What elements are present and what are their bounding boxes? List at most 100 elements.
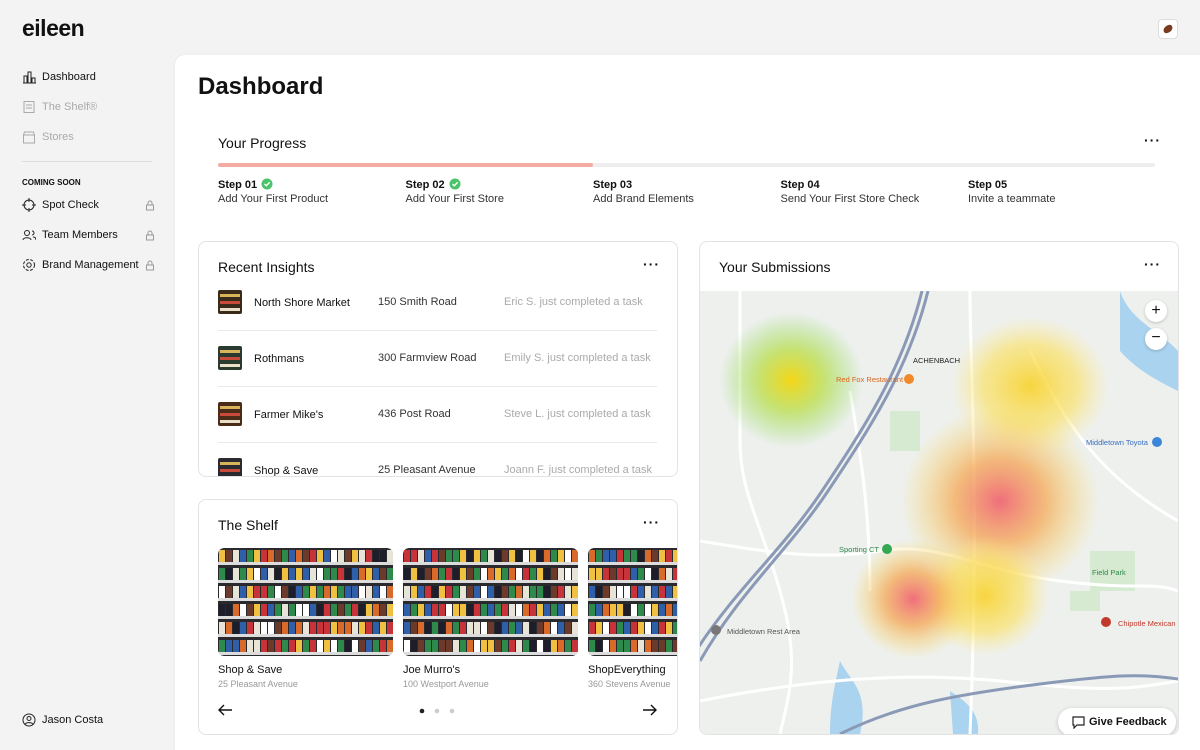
store-name[interactable]: North Shore Market <box>254 297 350 309</box>
zoom-in[interactable]: + <box>1145 300 1167 322</box>
product <box>345 586 351 598</box>
shelf-store-name[interactable]: Shop & Save <box>218 664 283 676</box>
product <box>460 622 466 634</box>
coming-soon-item[interactable]: Brand Management <box>42 259 139 271</box>
shelf-store-name[interactable]: Joe Murro's <box>403 664 461 676</box>
product <box>516 604 522 616</box>
product <box>247 586 253 598</box>
product <box>624 550 630 562</box>
store-name[interactable]: Shop & Save <box>254 465 319 477</box>
coming-soon-item[interactable]: Spot Check <box>42 199 99 211</box>
product <box>565 550 571 562</box>
product <box>502 550 508 562</box>
product <box>488 550 494 562</box>
product <box>439 586 445 598</box>
product <box>352 622 358 634</box>
step-number: Step 04 <box>780 179 820 191</box>
shelf-store-name[interactable]: ShopEverything <box>588 664 666 676</box>
product <box>247 550 253 562</box>
pager-dots[interactable] <box>418 707 458 715</box>
product <box>537 604 543 616</box>
product <box>411 568 417 580</box>
product <box>418 640 424 652</box>
product <box>659 622 665 634</box>
decoration <box>24 722 34 725</box>
product <box>268 640 274 652</box>
decoration <box>882 544 892 554</box>
zoom-out[interactable]: − <box>1145 328 1167 350</box>
product <box>219 604 225 616</box>
product <box>558 568 564 580</box>
submissions-card: Your Submissions ··· <box>699 241 1179 735</box>
nav-item[interactable]: Stores <box>42 131 74 143</box>
product <box>523 568 529 580</box>
shelf-stripe <box>220 420 240 423</box>
decoration <box>23 101 35 113</box>
nav-item[interactable]: The Shelf® <box>42 101 98 113</box>
product <box>488 640 494 652</box>
store-address: 25 Pleasant Avenue <box>378 464 476 476</box>
product <box>467 604 473 616</box>
product <box>247 604 253 616</box>
shelf-edge <box>588 580 677 583</box>
product <box>481 622 487 634</box>
product <box>509 604 515 616</box>
feedback-button[interactable]: Give Feedback <box>1058 708 1176 734</box>
product <box>219 568 225 580</box>
product <box>254 550 260 562</box>
decoration <box>147 200 153 205</box>
product <box>345 604 351 616</box>
product <box>631 550 637 562</box>
product <box>359 550 365 562</box>
nav-item[interactable]: Dashboard <box>42 71 96 83</box>
product <box>275 586 281 598</box>
shelf-edge <box>588 598 677 601</box>
product <box>317 622 323 634</box>
product <box>551 604 557 616</box>
more-menu[interactable]: ··· <box>643 256 660 272</box>
product <box>474 604 480 616</box>
product <box>282 622 288 634</box>
more-menu[interactable]: ··· <box>1144 132 1161 148</box>
product <box>432 586 438 598</box>
shelf-stripe <box>220 308 240 311</box>
map[interactable]: ACHENBACH Red Fox Restaurant Middletown To… <box>700 291 1178 734</box>
more-menu[interactable]: ··· <box>1144 256 1161 272</box>
more-menu[interactable]: ··· <box>643 514 660 530</box>
user-name[interactable]: Jason Costa <box>42 714 104 726</box>
product <box>617 550 623 562</box>
decoration <box>700 291 1178 734</box>
logo[interactable]: eileen <box>22 15 85 41</box>
product <box>338 550 344 562</box>
decoration <box>23 71 36 84</box>
product <box>495 586 501 598</box>
store-name[interactable]: Farmer Mike's <box>254 409 324 421</box>
product <box>617 568 623 580</box>
product <box>631 586 637 598</box>
product <box>551 640 557 652</box>
product <box>275 568 281 580</box>
avatar[interactable] <box>1158 19 1178 39</box>
product <box>324 622 330 634</box>
product <box>495 550 501 562</box>
product <box>652 604 658 616</box>
product <box>387 568 393 580</box>
product <box>530 604 536 616</box>
decoration <box>719 312 863 448</box>
next-arrow[interactable] <box>642 703 658 717</box>
map-label: Chipotle Mexican <box>1118 619 1176 628</box>
product <box>467 586 473 598</box>
coming-soon-item[interactable]: Team Members <box>42 229 118 241</box>
store-name[interactable]: Rothmans <box>254 353 305 365</box>
product <box>481 604 487 616</box>
shelf-stripe <box>220 413 240 416</box>
product <box>345 640 351 652</box>
decoration <box>264 181 271 187</box>
product <box>572 550 578 562</box>
product <box>240 568 246 580</box>
product <box>610 640 616 652</box>
product <box>296 568 302 580</box>
product <box>610 604 616 616</box>
prev-arrow[interactable] <box>217 703 233 717</box>
